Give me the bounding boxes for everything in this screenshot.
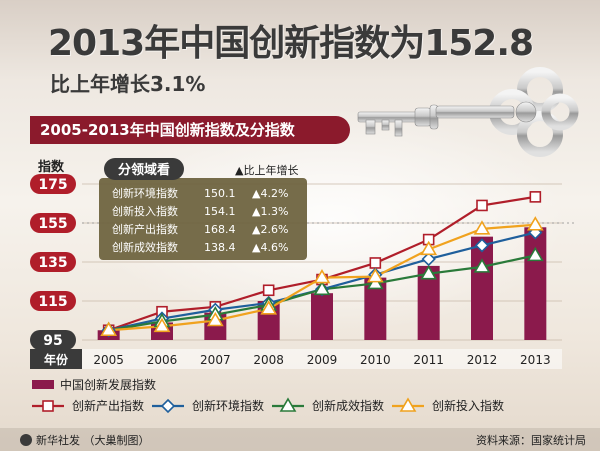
bar-2013 <box>524 227 547 340</box>
point-triangle <box>473 258 491 273</box>
point-diamond <box>474 238 490 253</box>
y-tick-label: 175 <box>38 177 67 193</box>
callout-rows: 创新环境指数 150.1 ▲4.2% 创新投入指数 154.1 ▲1.3% 创新产出指数 16… <box>112 186 288 254</box>
callout-background <box>99 178 307 260</box>
y-tick-box <box>30 174 76 194</box>
x-axis-label: 年份 <box>44 352 69 367</box>
callout-row-value: 138.4 <box>204 241 236 254</box>
chart-heading: 2005-2013年中国创新指数及分指数 <box>30 116 350 144</box>
point-diamond <box>421 251 436 267</box>
x-tick-label: 2005 <box>93 353 124 367</box>
point-triangle <box>100 321 118 337</box>
point-square <box>476 199 488 212</box>
callout-column-header: ▲比上年增长 <box>235 163 298 177</box>
x-axis-ticks: 2005 2006 2007 2008 2009 2010 2011 2012 2013 <box>93 353 550 367</box>
point-square <box>369 257 382 269</box>
y-tick-label: 155 <box>38 216 67 232</box>
x-tick-label: 2008 <box>253 353 284 367</box>
y-tick-box <box>30 252 76 272</box>
point-square <box>262 284 275 297</box>
credit-line: 新华社发 （大巢制图） <box>20 432 150 448</box>
point-triangle <box>206 311 224 327</box>
y-tick-label: 95 <box>43 333 62 349</box>
legend-label: 创新成效指数 <box>312 398 384 413</box>
callout-row-growth: ▲4.6% <box>252 241 288 254</box>
point-triangle <box>366 268 384 283</box>
x-axis-band <box>82 349 562 369</box>
bar-2010 <box>364 277 387 340</box>
point-triangle <box>366 274 384 290</box>
callout-title-tab <box>104 158 184 180</box>
callout-row-value: 168.4 <box>204 223 236 236</box>
y-tick-box <box>30 213 76 233</box>
point-triangle <box>420 265 438 280</box>
callout-row-label: 创新成效指数 <box>112 240 178 254</box>
legend-marker-square <box>42 400 54 412</box>
key-illustration <box>357 67 579 157</box>
bar-2011 <box>417 265 440 340</box>
legend-label: 中国创新发展指数 <box>60 377 156 392</box>
legend-label: 创新投入指数 <box>432 398 504 413</box>
y-tick-label: 115 <box>38 294 67 310</box>
y-axis-ticks: 95 115 135 155 175 <box>30 174 76 350</box>
point-triangle <box>473 220 491 235</box>
callout-box: 分领域看 ▲比上年增长 创新环境指数 150.1 ▲4.2% 创新投入指数 154.1 ▲… <box>99 158 307 260</box>
callout-row-value: 150.1 <box>204 187 236 200</box>
legend-label: 创新环境指数 <box>192 398 264 413</box>
point-triangle <box>313 280 331 296</box>
callout-row-value: 154.1 <box>204 205 236 218</box>
legend-label: 创新产出指数 <box>72 398 144 413</box>
point-triangle <box>526 246 544 262</box>
source-line: 资料来源：国家统计局 <box>476 434 586 447</box>
y-tick-box <box>30 330 76 350</box>
legend-marker-triangle <box>399 397 417 412</box>
point-square <box>529 191 542 203</box>
y-tick-box <box>30 291 76 311</box>
bar-2012 <box>471 236 493 340</box>
callout-row-growth: ▲2.6% <box>252 223 288 236</box>
page-title: 2013年中国创新指数为152.8 <box>48 23 534 64</box>
bar-2009 <box>311 293 333 340</box>
markers <box>100 191 544 338</box>
y-axis-label: 指数 <box>38 159 65 175</box>
callout-row-label: 创新环境指数 <box>112 186 178 200</box>
x-axis-label-box <box>30 349 82 369</box>
point-triangle <box>526 216 544 231</box>
y-tick-label: 135 <box>38 255 67 271</box>
page-subtitle: 比上年增长3.1% <box>50 72 206 96</box>
point-triangle <box>260 300 278 315</box>
x-tick-label: 2013 <box>520 353 551 367</box>
point-triangle <box>313 269 331 284</box>
callout-row-growth: ▲1.3% <box>252 205 288 218</box>
point-triangle <box>420 240 438 256</box>
callout-title: 分领域看 <box>118 162 170 178</box>
credit-text: 新华社发 （大巢制图） <box>36 434 150 447</box>
legend-marker-diamond <box>160 398 176 414</box>
legend-marker-triangle <box>279 397 297 412</box>
x-tick-label: 2007 <box>200 353 231 367</box>
x-tick-label: 2012 <box>467 353 498 367</box>
x-tick-label: 2009 <box>307 353 338 367</box>
x-tick-label: 2006 <box>147 353 178 367</box>
point-triangle <box>153 317 171 333</box>
callout-row-label: 创新产出指数 <box>112 222 178 236</box>
xinhua-logo-icon <box>20 434 32 446</box>
callout-row-label: 创新投入指数 <box>112 204 178 218</box>
legend-swatch-bar <box>32 380 54 389</box>
footer-band <box>0 428 600 451</box>
x-tick-label: 2011 <box>413 353 444 367</box>
x-tick-label: 2010 <box>360 353 391 367</box>
callout-row-growth: ▲4.2% <box>252 187 288 200</box>
